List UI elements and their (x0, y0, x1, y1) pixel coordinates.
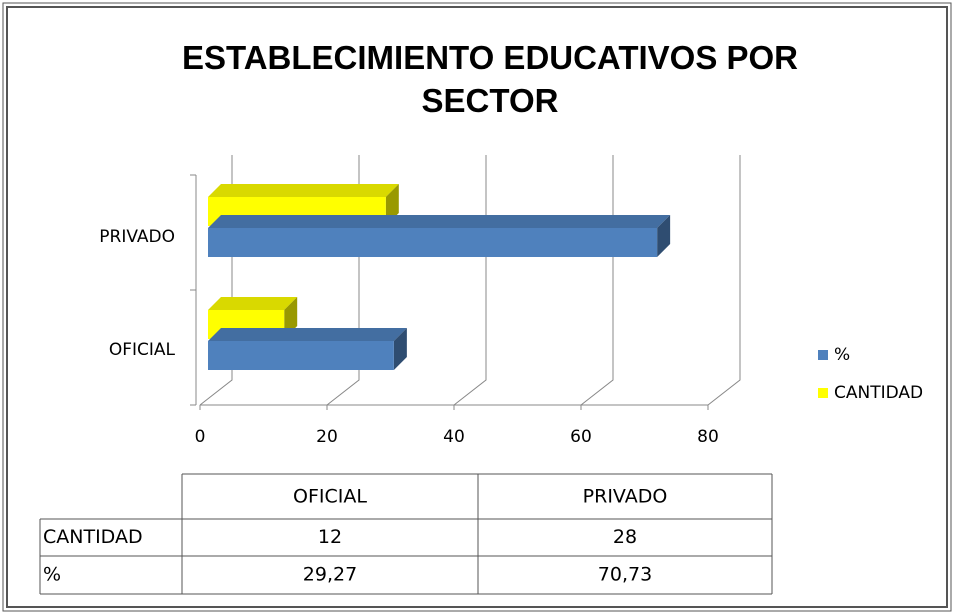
bar-top (208, 328, 407, 341)
chart-title: ESTABLECIMIENTO EDUCATIVOS POR SECTOR (182, 39, 798, 119)
y-tick-label: PRIVADO (99, 227, 175, 247)
table-header: OFICIAL (293, 486, 367, 508)
legend-swatch (818, 388, 828, 398)
x-tick-label: 0 (195, 427, 206, 447)
legend-swatch (818, 350, 828, 360)
legend-label: % (834, 345, 850, 365)
table-header: PRIVADO (583, 486, 668, 508)
bar-top (208, 215, 671, 228)
table-cell: 70,73 (598, 564, 652, 586)
legend-label: CANTIDAD (834, 383, 923, 403)
table-row-header: CANTIDAD (43, 526, 143, 548)
bar-side (657, 215, 671, 257)
bar-front (208, 228, 658, 257)
y-tick-label: OFICIAL (109, 340, 176, 360)
table-cell: 29,27 (303, 564, 357, 586)
grid-line (707, 155, 741, 406)
bar-top (208, 184, 399, 197)
bar-front (208, 341, 394, 370)
bar-top (208, 297, 298, 310)
x-tick-label: 40 (443, 427, 465, 447)
grid-line (453, 155, 487, 406)
table-cell: 28 (613, 526, 637, 548)
bar (208, 215, 671, 257)
table-row-header: % (43, 564, 61, 586)
table-cell: 12 (318, 526, 342, 548)
grid-line (580, 155, 614, 406)
bar (208, 328, 407, 370)
bar-side (393, 328, 407, 370)
x-tick-label: 20 (316, 427, 338, 447)
x-tick-label: 60 (570, 427, 592, 447)
x-tick-label: 80 (697, 427, 719, 447)
inner-frame (6, 6, 948, 608)
